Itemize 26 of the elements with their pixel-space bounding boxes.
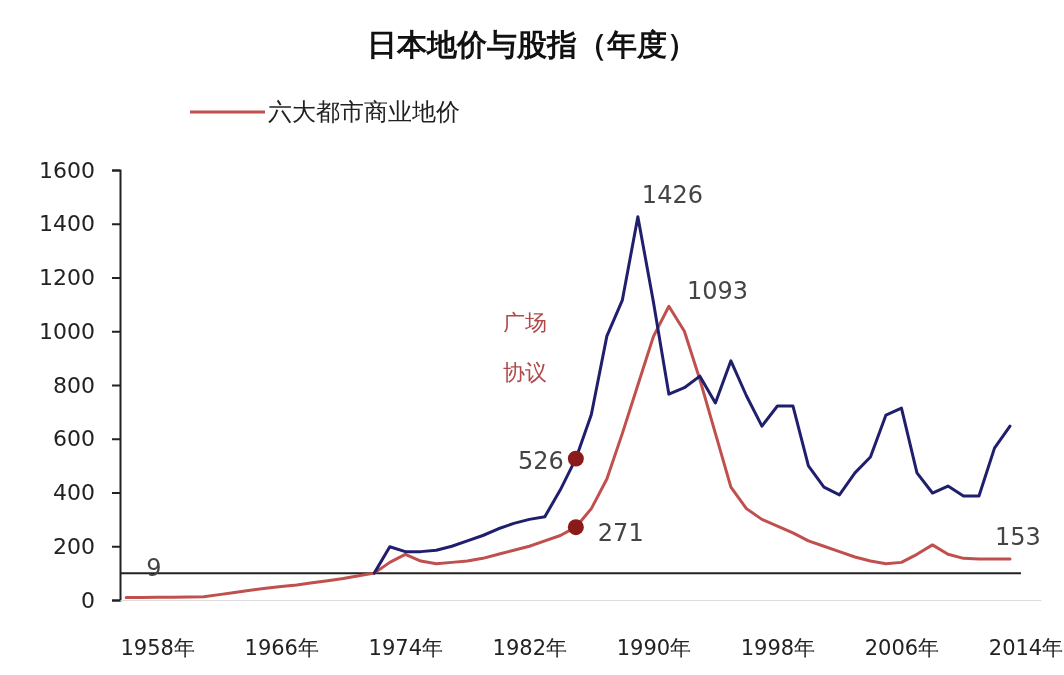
annotation: 271 [597, 518, 644, 547]
annotation: 153 [995, 523, 1041, 552]
y-tick-label: 1600 [39, 157, 95, 183]
y-tick-label: 1200 [39, 265, 95, 291]
x-tick-label: 2014年 [988, 636, 1064, 660]
x-tick-label: 1966年 [244, 636, 319, 660]
y-tick-label: 800 [53, 372, 95, 398]
annotation: 广场 [503, 310, 547, 335]
x-tick-label: 1990年 [616, 636, 692, 660]
y-tick-label: 1000 [39, 318, 95, 344]
y-tick-label: 1400 [39, 211, 95, 237]
x-tick-label: 1958年 [120, 636, 195, 660]
annotation: 1093 [686, 276, 748, 305]
annotation: 1426 [641, 181, 703, 210]
chart-title: 日本地价与股指（年度） [367, 27, 697, 62]
x-tick-label: 1982年 [492, 636, 568, 660]
annotation: 526 [518, 447, 564, 476]
x-tick-label: 2006年 [864, 636, 940, 660]
legend-label: 六大都市商业地价 [268, 98, 460, 127]
x-tick-label: 1974年 [368, 636, 444, 660]
y-tick-label: 200 [53, 533, 95, 559]
y-tick-label: 600 [53, 426, 95, 452]
y-tick-label: 400 [53, 480, 95, 506]
annotation: 协议 [503, 360, 547, 385]
y-tick-label: 0 [81, 587, 95, 613]
x-tick-label: 1998年 [740, 636, 816, 660]
